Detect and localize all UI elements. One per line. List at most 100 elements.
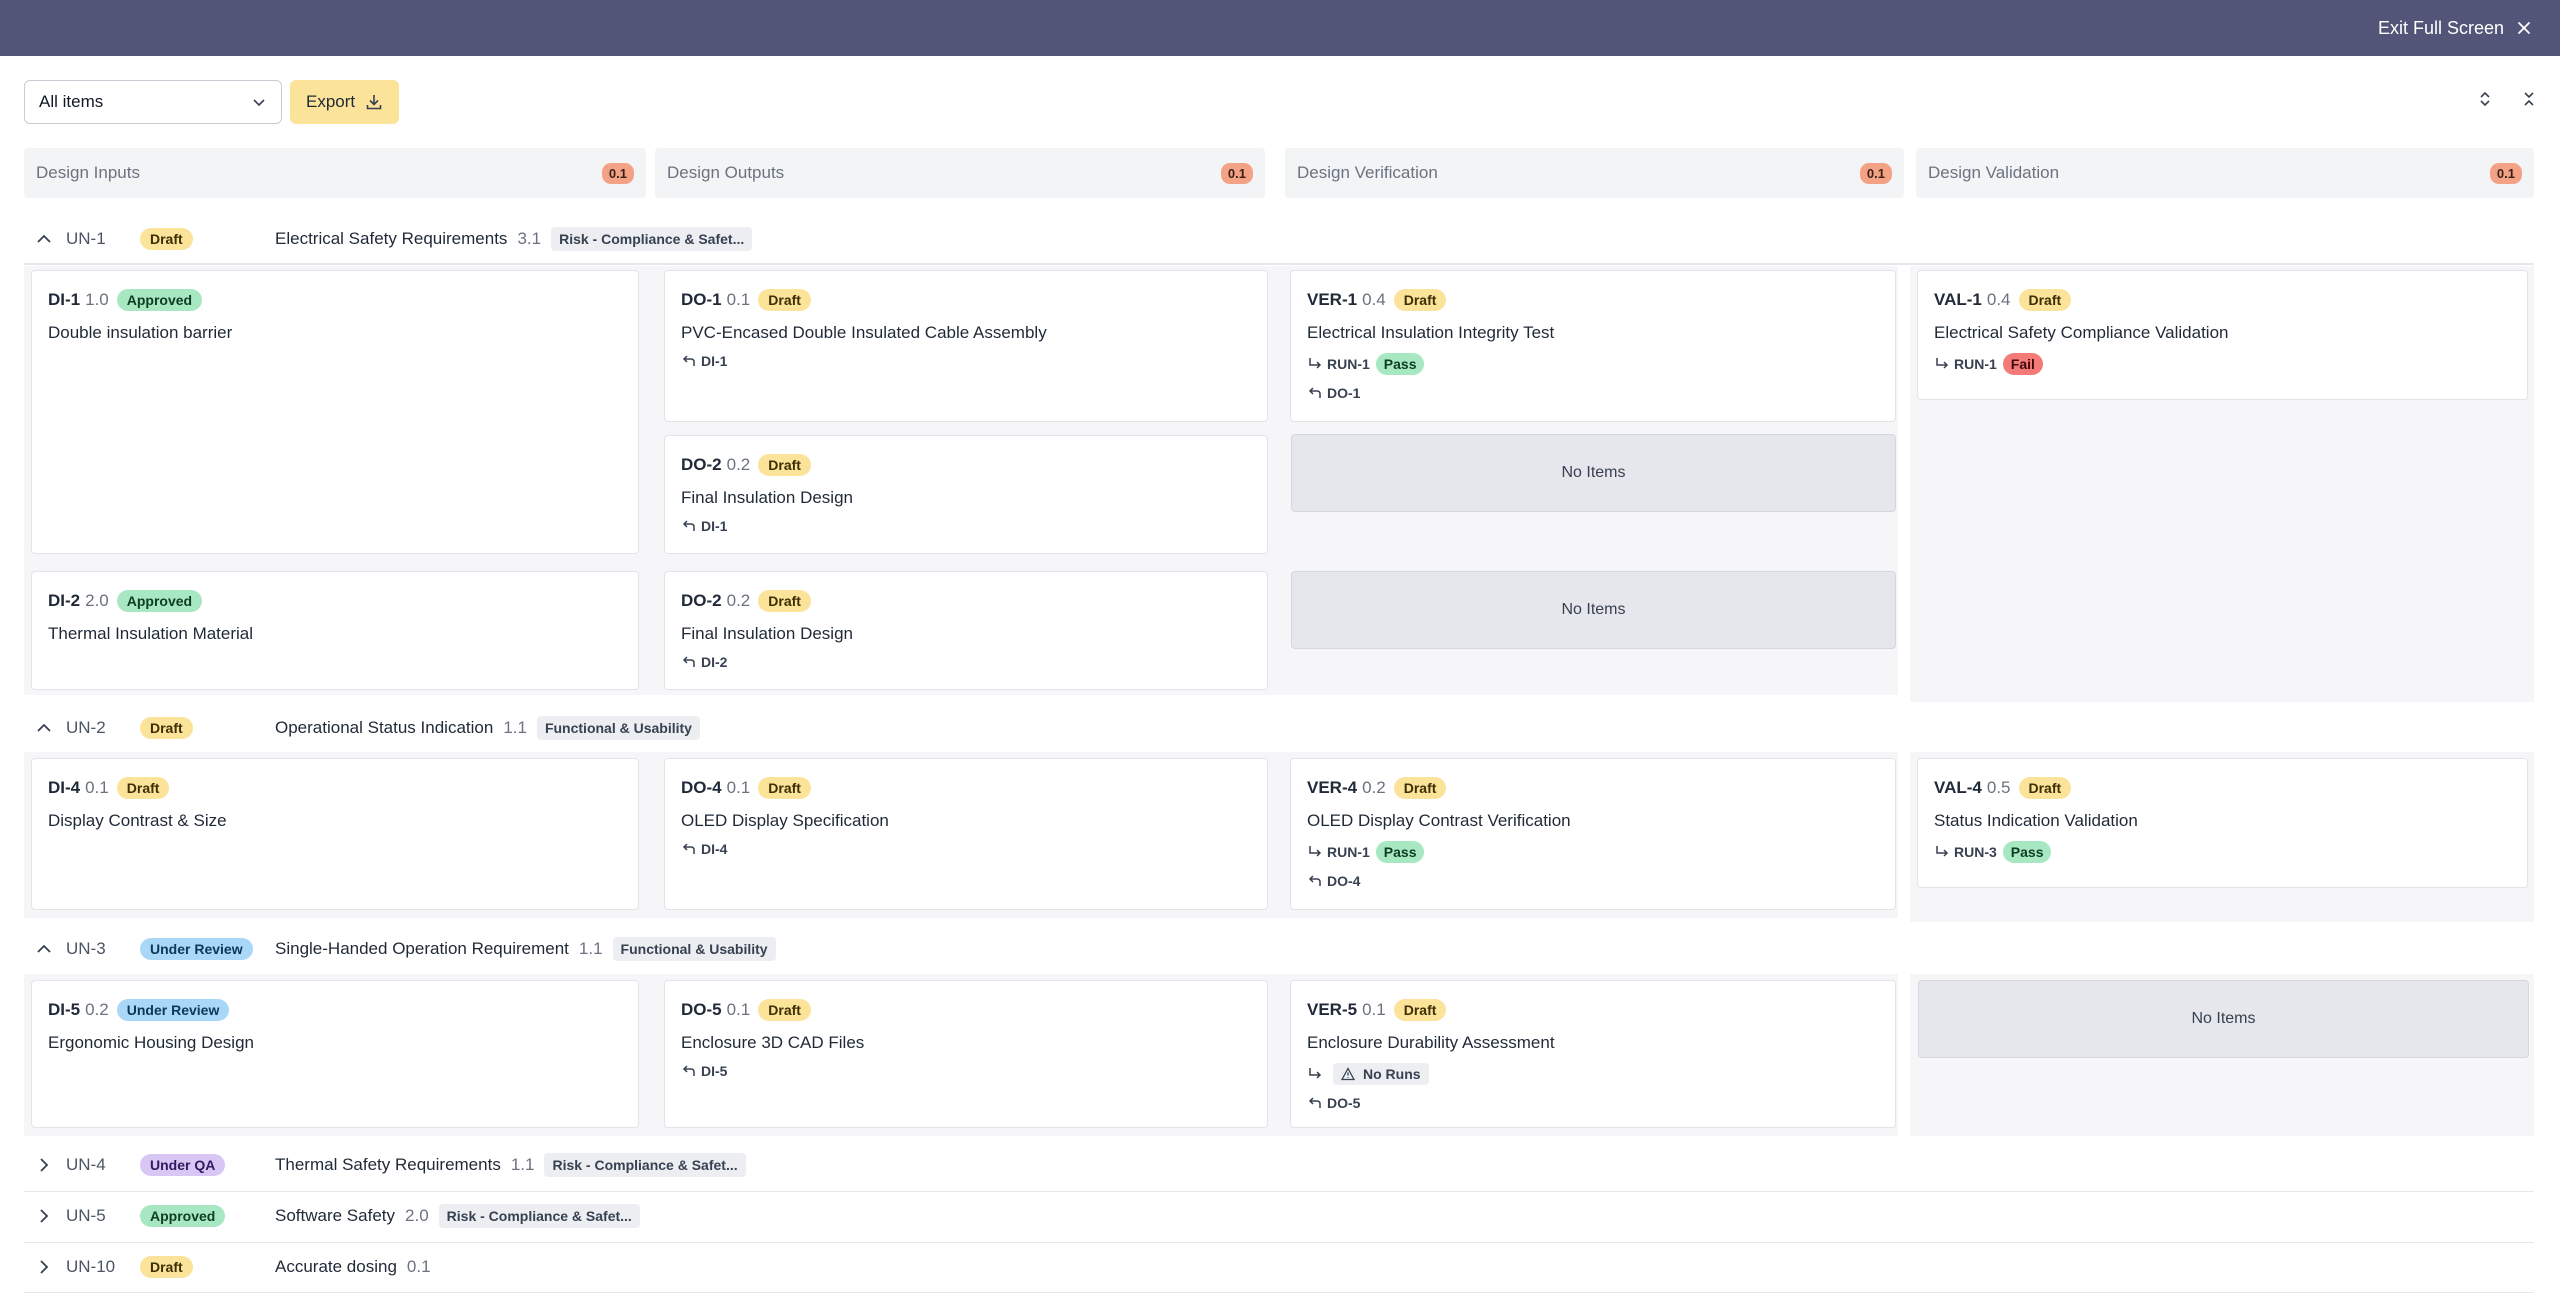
- collapse-all-icon[interactable]: [2520, 90, 2538, 108]
- item-title: Thermal Insulation Material: [48, 624, 254, 643]
- item-id: VER-5: [1307, 1000, 1358, 1019]
- group-title: Accurate dosing: [275, 1257, 397, 1276]
- group-row-un-5[interactable]: UN-5 Approved Software Safety 2.0 Risk -…: [24, 1201, 2534, 1231]
- sub-arrow-icon: [1936, 358, 1949, 369]
- expand-all-icon[interactable]: [2476, 90, 2494, 108]
- trace-link[interactable]: DI-5: [681, 1063, 1251, 1079]
- run-line[interactable]: RUN-3 Pass: [1934, 841, 2511, 863]
- no-items-placeholder: No Items: [1291, 434, 1896, 512]
- chevron-right-icon[interactable]: [34, 1257, 54, 1277]
- item-id: DI-5: [48, 1000, 81, 1019]
- status-badge: Draft: [758, 999, 811, 1021]
- category-tag: Risk - Compliance & Safet...: [544, 1153, 746, 1177]
- item-title: OLED Display Specification: [681, 811, 889, 830]
- return-arrow-icon: [682, 656, 695, 667]
- trace-link-id: DI-4: [701, 841, 728, 857]
- run-id: RUN-3: [1954, 844, 1997, 860]
- item-title: Double insulation barrier: [48, 323, 233, 342]
- chevron-up-icon[interactable]: [34, 229, 54, 249]
- card-header: VER-5 0.1 Draft: [1307, 999, 1879, 1021]
- chevron-down-icon: [253, 99, 265, 107]
- run-line[interactable]: RUN-1 Pass: [1307, 353, 1879, 375]
- item-card-do-2[interactable]: DO-2 0.2 Draft Final Insulation Design D…: [664, 571, 1268, 690]
- filter-select[interactable]: All items: [24, 80, 282, 124]
- item-id: DO-4: [681, 778, 722, 797]
- trace-link[interactable]: DI-4: [681, 841, 1251, 857]
- item-card-val-1[interactable]: VAL-1 0.4 Draft Electrical Safety Compli…: [1917, 270, 2528, 400]
- run-line[interactable]: RUN-1 Pass: [1307, 841, 1879, 863]
- trace-link[interactable]: DO-1: [1307, 385, 1879, 401]
- status-badge: Approved: [140, 1205, 226, 1227]
- return-arrow-icon: [682, 843, 695, 854]
- column-header-design-validation: Design Validation 0.1: [1916, 148, 2534, 198]
- group-row-un-4[interactable]: UN-4 Under QA Thermal Safety Requirement…: [24, 1150, 2534, 1180]
- item-title: Display Contrast & Size: [48, 811, 227, 830]
- item-version: 0.4: [1362, 290, 1386, 309]
- exit-full-screen-button[interactable]: Exit Full Screen: [2378, 14, 2532, 42]
- chevron-up-icon[interactable]: [34, 939, 54, 959]
- item-id: DO-5: [681, 1000, 722, 1019]
- return-arrow-icon: [682, 355, 695, 366]
- view-controls: [2476, 90, 2538, 108]
- item-card-di-2[interactable]: DI-2 2.0 Approved Thermal Insulation Mat…: [31, 571, 639, 690]
- run-id: RUN-1: [1327, 844, 1370, 860]
- run-line[interactable]: No Runs: [1307, 1063, 1879, 1085]
- chevron-up-icon[interactable]: [34, 718, 54, 738]
- item-card-do-1[interactable]: DO-1 0.1 Draft PVC-Encased Double Insula…: [664, 270, 1268, 422]
- trace-link[interactable]: DI-1: [681, 353, 1251, 369]
- group-title: Thermal Safety Requirements: [275, 1155, 501, 1174]
- run-result-badge: Fail: [2002, 353, 2043, 375]
- item-card-val-4[interactable]: VAL-4 0.5 Draft Status Indication Valida…: [1917, 758, 2528, 888]
- status-badge: Draft: [140, 717, 193, 739]
- item-id: VAL-1: [1934, 290, 1982, 309]
- exit-full-screen-label: Exit Full Screen: [2377, 17, 2504, 38]
- group-row-un-2[interactable]: UN-2 Draft Operational Status Indication…: [24, 713, 2534, 743]
- group-version: 0.1: [406, 1257, 431, 1276]
- item-version: 0.1: [85, 778, 109, 797]
- item-id: DI-2: [48, 591, 81, 610]
- trace-link[interactable]: DO-5: [1307, 1095, 1879, 1111]
- card-header: VAL-4 0.5 Draft: [1934, 777, 2511, 799]
- item-version: 0.2: [1362, 778, 1386, 797]
- item-title: PVC-Encased Double Insulated Cable Assem…: [681, 323, 1047, 342]
- group-id: UN-2: [66, 718, 106, 737]
- trace-link[interactable]: DO-4: [1307, 873, 1879, 889]
- item-version: 0.2: [726, 455, 751, 474]
- card-header: DO-2 0.2 Draft: [681, 590, 1251, 612]
- trace-link-id: DI-1: [701, 518, 728, 534]
- no-runs-label: No Runs: [1363, 1066, 1421, 1082]
- column-title: Design Inputs: [36, 163, 140, 182]
- card-header: VAL-1 0.4 Draft: [1934, 289, 2511, 311]
- group-id: UN-4: [66, 1155, 106, 1174]
- item-title: Ergonomic Housing Design: [48, 1033, 254, 1052]
- group-row-un-1[interactable]: UN-1 Draft Electrical Safety Requirement…: [24, 224, 2534, 254]
- status-badge: Under Review: [116, 999, 230, 1021]
- chevron-right-icon[interactable]: [34, 1155, 54, 1175]
- group-title: Operational Status Indication: [275, 718, 494, 737]
- trace-link[interactable]: DI-2: [681, 654, 1251, 670]
- group-row-un-3[interactable]: UN-3 Under Review Single-Handed Operatio…: [24, 934, 2534, 964]
- item-title: Final Insulation Design: [681, 488, 853, 507]
- item-card-di-4[interactable]: DI-4 0.1 Draft Display Contrast & Size: [31, 758, 639, 910]
- group-divider: [24, 1292, 2534, 1293]
- run-line[interactable]: RUN-1 Fail: [1934, 353, 2511, 375]
- group-title-wrap: Single-Handed Operation Requirement 1.1 …: [275, 937, 776, 961]
- group-title: Electrical Safety Requirements: [275, 229, 508, 248]
- status-badge: Draft: [758, 289, 811, 311]
- item-card-ver-4[interactable]: VER-4 0.2 Draft OLED Display Contrast Ve…: [1290, 758, 1896, 910]
- trace-link-id: DI-1: [701, 353, 728, 369]
- item-card-di-1[interactable]: DI-1 1.0 Approved Double insulation barr…: [31, 270, 639, 554]
- export-button[interactable]: Export: [290, 80, 400, 124]
- item-card-do-2[interactable]: DO-2 0.2 Draft Final Insulation Design D…: [664, 435, 1268, 554]
- item-card-di-5[interactable]: DI-5 0.2 Under Review Ergonomic Housing …: [31, 980, 639, 1128]
- trace-link[interactable]: DI-1: [681, 518, 1251, 534]
- item-card-ver-1[interactable]: VER-1 0.4 Draft Electrical Insulation In…: [1290, 270, 1896, 422]
- item-card-do-5[interactable]: DO-5 0.1 Draft Enclosure 3D CAD Files DI…: [664, 980, 1268, 1128]
- status-badge: Draft: [1393, 289, 1447, 311]
- item-card-ver-5[interactable]: VER-5 0.1 Draft Enclosure Durability Ass…: [1290, 980, 1896, 1128]
- item-id: VAL-4: [1934, 778, 1982, 797]
- group-row-un-10[interactable]: UN-10 Draft Accurate dosing 0.1: [24, 1252, 2534, 1282]
- chevron-right-icon[interactable]: [34, 1206, 54, 1226]
- item-card-do-4[interactable]: DO-4 0.1 Draft OLED Display Specificatio…: [664, 758, 1268, 910]
- toolbar: All items Export: [24, 80, 400, 124]
